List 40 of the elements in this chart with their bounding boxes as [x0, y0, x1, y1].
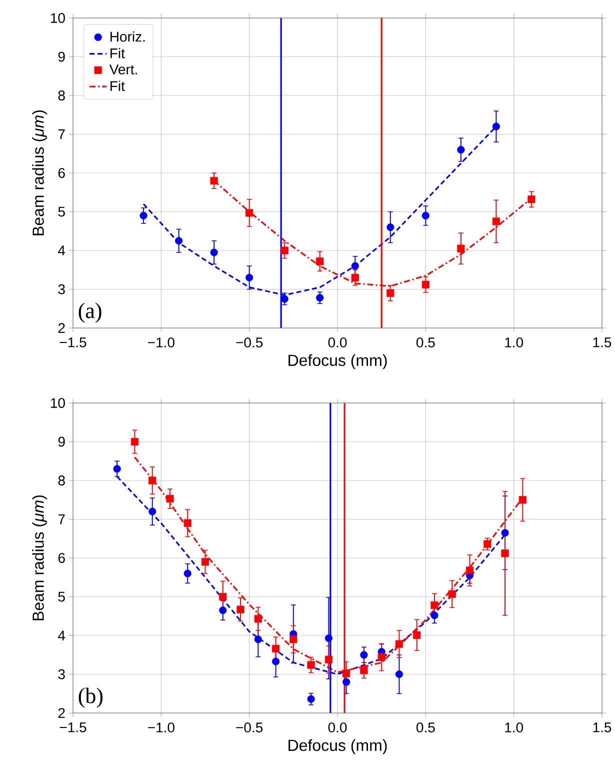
x-tick-label: 1.5 — [593, 722, 612, 732]
annotation: (a) — [78, 302, 102, 323]
y-tick-label: 3 — [58, 284, 65, 294]
x-tick-label: 0.5 — [416, 338, 435, 348]
x-tick-label: 1.0 — [505, 338, 524, 348]
legend-label: Fit — [110, 80, 125, 92]
x-axis-title: Defocus (mm) — [288, 354, 387, 370]
y-tick-label: 6 — [58, 168, 65, 178]
y-tick-label: 10 — [50, 398, 65, 408]
x-tick-label: 0.5 — [416, 722, 435, 732]
x-tick-label: 1.5 — [593, 338, 612, 348]
y-tick-label: 7 — [58, 514, 65, 524]
y-tick-label: 4 — [58, 246, 66, 256]
x-tick-label: 0.0 — [328, 722, 347, 732]
legend-label: Horiz. — [110, 31, 145, 42]
legend-label: Fit — [110, 48, 125, 58]
y-tick-label: 2 — [58, 708, 65, 718]
y-tick-label: 8 — [58, 476, 65, 486]
y-tick-label: 5 — [58, 206, 65, 217]
legend-label: Vert. — [109, 64, 137, 74]
x-tick-label: 0.0 — [328, 338, 347, 348]
x-tick-label: −1.0 — [148, 338, 174, 348]
y-tick-label: 9 — [58, 52, 65, 62]
x-tick-label: −0.5 — [236, 722, 263, 732]
x-tick-label: −1.5 — [60, 722, 86, 732]
x-tick-label: 1.0 — [505, 722, 524, 732]
x-tick-label: −0.5 — [236, 338, 263, 348]
y-tick-label: 4 — [58, 630, 66, 640]
y-tick-label: 10 — [50, 13, 65, 23]
y-tick-label: 2 — [58, 323, 65, 333]
x-tick-label: −1.5 — [60, 338, 86, 348]
annotation: (b) — [78, 688, 103, 708]
y-tick-label: 5 — [58, 592, 65, 602]
x-axis-title: Defocus (mm) — [288, 739, 387, 754]
x-tick-label: −1.0 — [148, 722, 174, 732]
y-tick-label: 8 — [58, 90, 65, 100]
y-tick-label: 9 — [58, 436, 65, 447]
y-tick-label: 7 — [58, 129, 65, 140]
y-tick-label: 6 — [58, 553, 65, 563]
y-tick-label: 3 — [58, 669, 65, 680]
